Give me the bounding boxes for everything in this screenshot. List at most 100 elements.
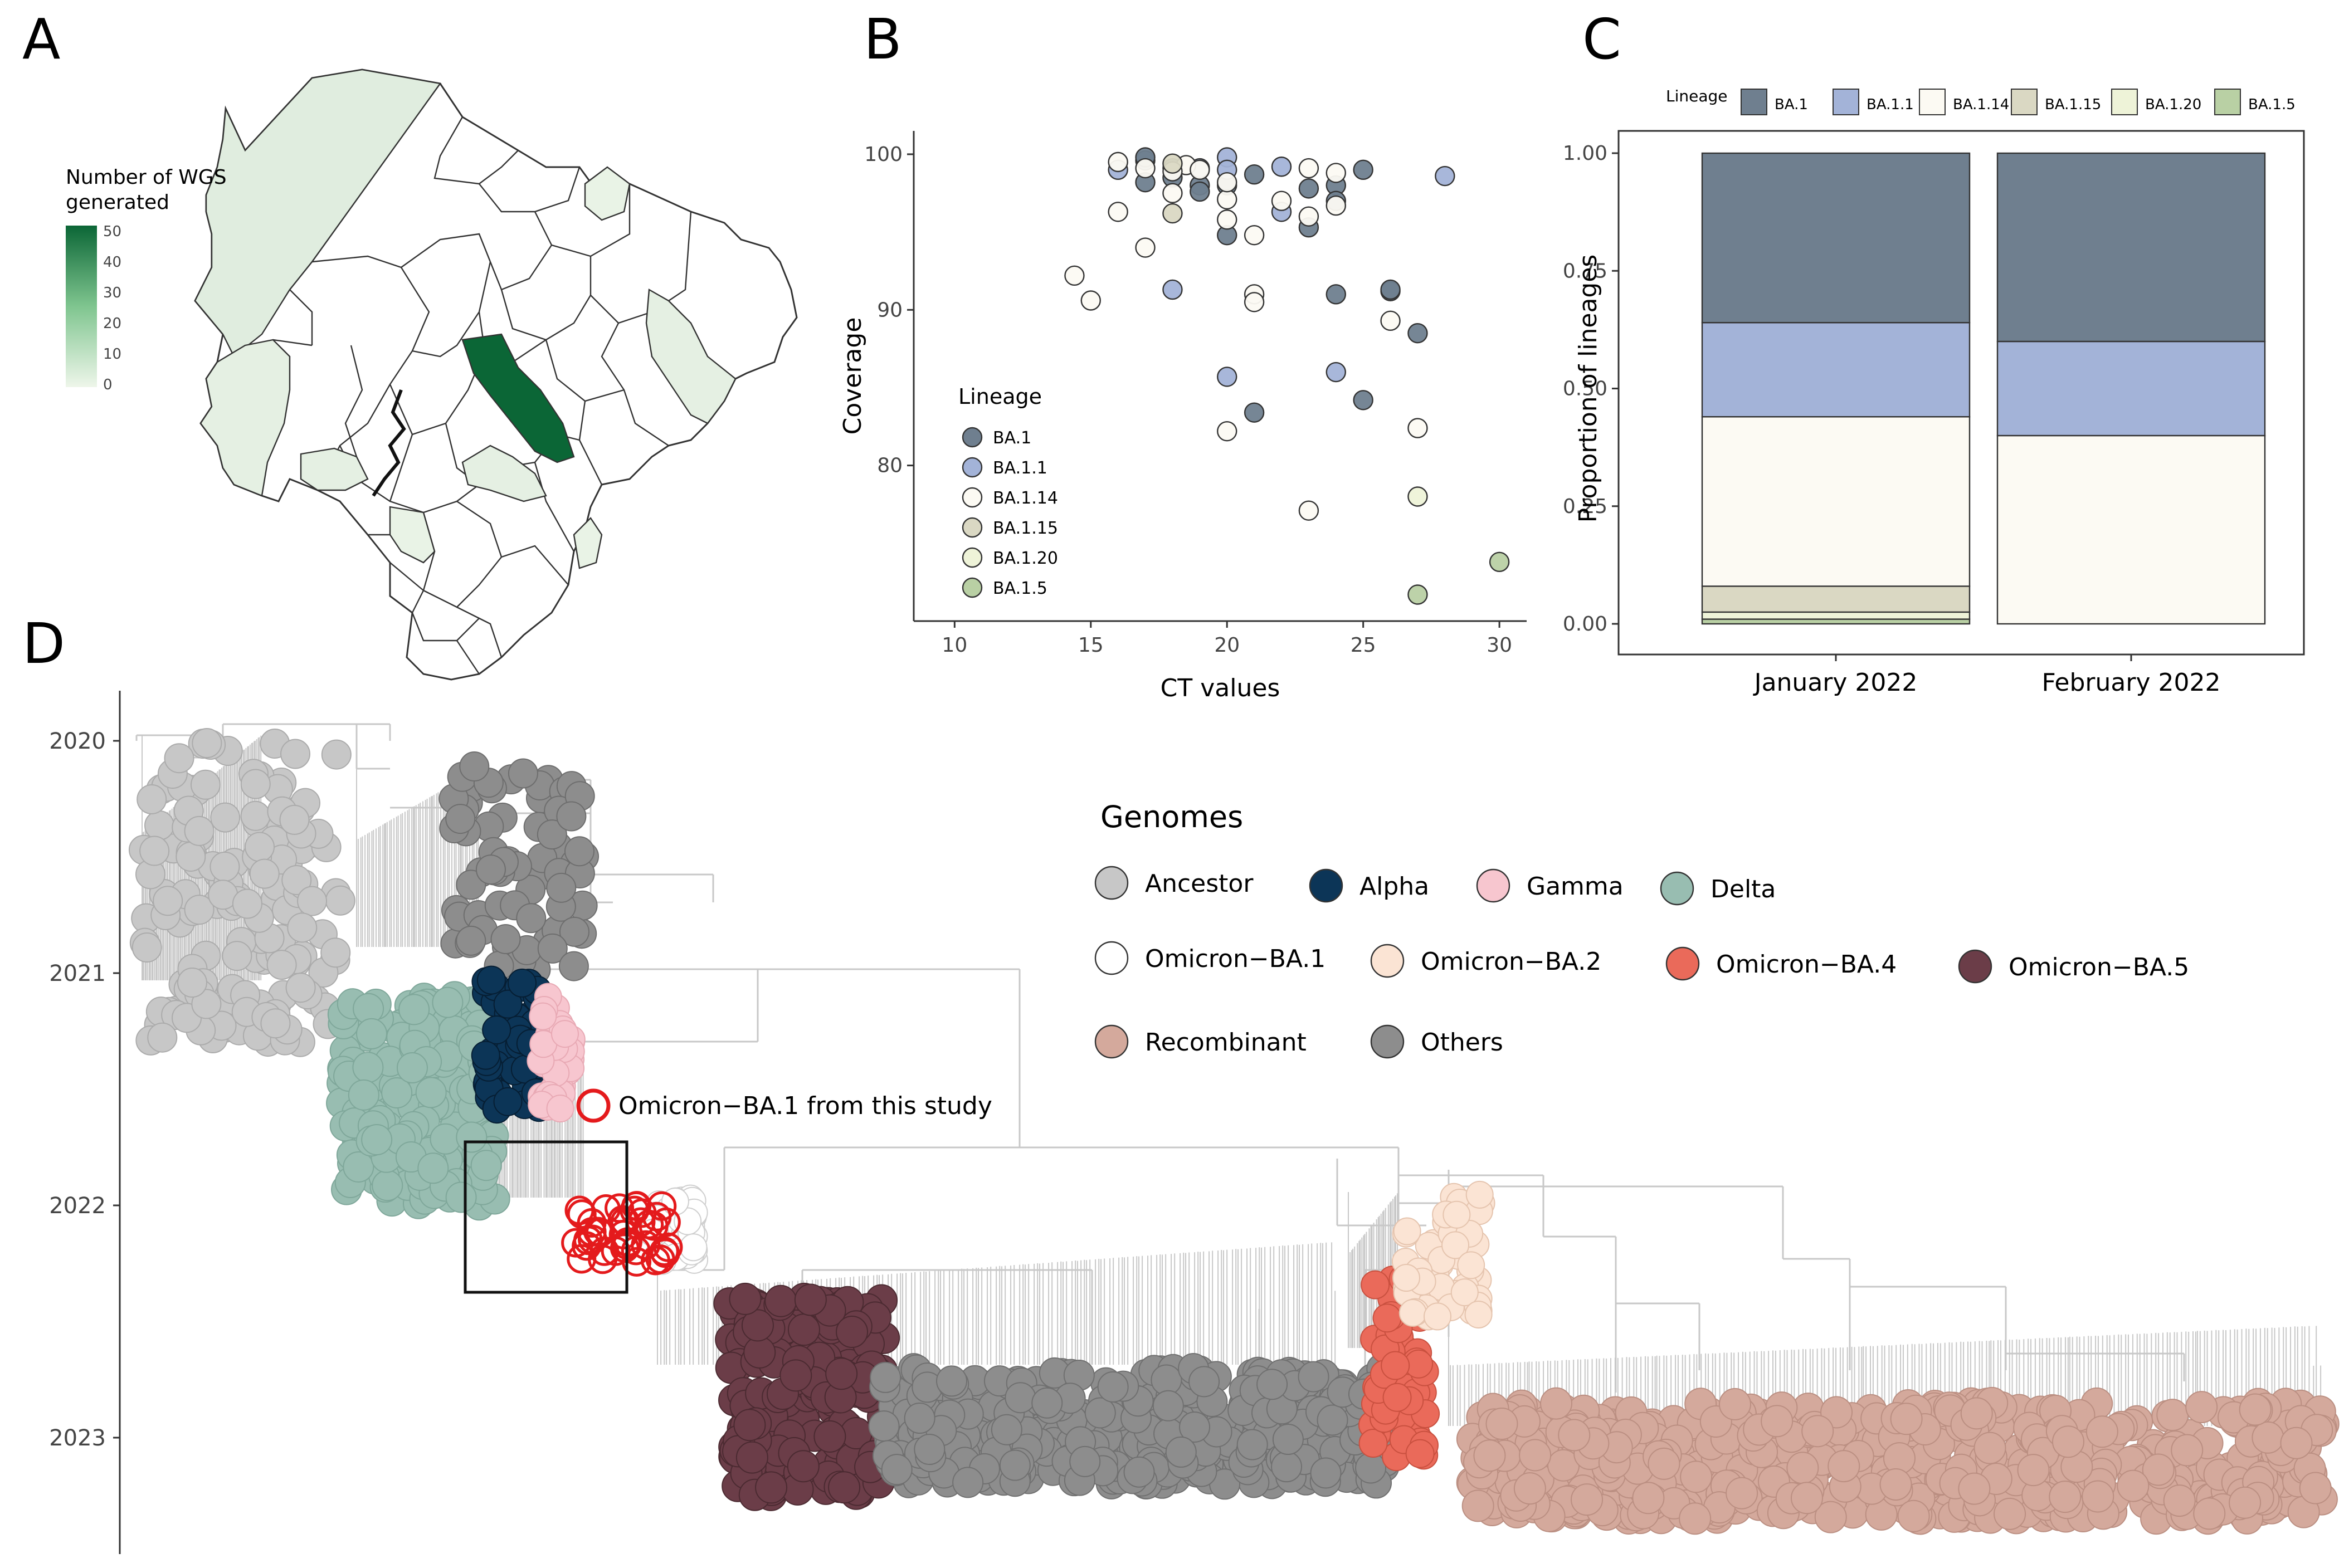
d-tip xyxy=(779,1359,812,1392)
d-tip xyxy=(605,1193,635,1223)
b-point xyxy=(1325,195,1346,216)
d-tip xyxy=(415,1077,447,1108)
b-point xyxy=(1435,165,1455,187)
d-tip xyxy=(1256,1369,1288,1400)
d-tip xyxy=(1680,1460,1713,1493)
c-bar-segment xyxy=(1996,152,2266,343)
b-point xyxy=(1162,203,1183,224)
d-tip xyxy=(1398,1298,1427,1327)
d-tip xyxy=(137,784,167,814)
c-legend-label: BA.1.1 xyxy=(1867,96,1914,113)
d-tip xyxy=(914,1434,946,1466)
d-tip xyxy=(787,1313,820,1346)
d-tip xyxy=(589,1236,620,1266)
d-tip xyxy=(2185,1391,2218,1424)
d-tip xyxy=(191,989,222,1019)
panel-label-a: A xyxy=(22,7,60,72)
c-bar-segment xyxy=(1701,322,1971,418)
d-tip xyxy=(2229,1486,2262,1519)
d-tip xyxy=(280,739,311,769)
c-y-tick-label: 0.25 xyxy=(1563,495,1607,518)
d-cluster-recombinant xyxy=(1456,1386,2340,1535)
d-legend-key xyxy=(1370,1024,1405,1059)
d-tip xyxy=(2082,1480,2114,1513)
c-bar-segment xyxy=(1701,152,1971,324)
c-bar-segment xyxy=(1701,416,1971,587)
d-tip xyxy=(1465,1180,1494,1209)
d-tip xyxy=(1814,1501,1847,1533)
d-tip xyxy=(733,1409,766,1442)
map-legend-ticks: 50 40 30 20 10 0 xyxy=(97,223,121,393)
d-tip xyxy=(164,743,194,774)
d-tip xyxy=(1679,1502,1712,1535)
municipality-north-east xyxy=(584,166,631,221)
b-point xyxy=(1298,500,1319,521)
d-tip xyxy=(578,1224,608,1254)
d-tip xyxy=(490,924,521,954)
d-tip xyxy=(1828,1450,1860,1483)
c-legend-title: Lineage xyxy=(1666,87,1728,105)
d-tip xyxy=(285,973,316,1003)
d-tip xyxy=(2142,1453,2175,1486)
d-tip xyxy=(177,968,207,998)
d-tip xyxy=(1801,1415,1834,1448)
d-legend-title: Genomes xyxy=(1100,799,1243,834)
d-study-box xyxy=(464,1140,628,1294)
d-tip xyxy=(209,851,240,882)
d-tip xyxy=(1152,1390,1184,1422)
b-y-tick-label: 100 xyxy=(864,143,903,166)
d-tip xyxy=(355,1018,387,1049)
d-tip xyxy=(1879,1468,1912,1501)
d-tip xyxy=(1165,1436,1197,1468)
d-tip xyxy=(991,1414,1022,1445)
d-tip xyxy=(493,989,523,1019)
d-tip xyxy=(2156,1399,2189,1432)
b-x-tick-label: 25 xyxy=(1351,634,1376,657)
d-tip xyxy=(870,1361,901,1393)
d-tip xyxy=(348,1079,379,1111)
d-tip xyxy=(1392,1264,1420,1292)
municipality-south-3 xyxy=(389,506,436,564)
panel-d-phylogeny: 2020 2021 2022 2023 Omicron−BA.1 from this s… xyxy=(49,691,2340,1554)
d-tip xyxy=(456,925,486,956)
d-tip xyxy=(1405,1439,1435,1468)
d-tip xyxy=(1382,1383,1412,1412)
d-tip xyxy=(825,1357,858,1390)
d-tip xyxy=(1188,1366,1220,1398)
d-tip xyxy=(556,801,587,832)
d-tip xyxy=(482,1015,511,1044)
d-tip xyxy=(868,1410,900,1442)
c-legend-key xyxy=(1741,89,1767,115)
d-tip xyxy=(352,1052,384,1083)
d-legend-key xyxy=(1660,871,1694,906)
d-tip xyxy=(1236,1429,1268,1460)
b-legend-key xyxy=(962,517,983,538)
d-tip xyxy=(287,912,318,943)
d-tip xyxy=(1958,1472,1991,1505)
b-point xyxy=(1135,158,1156,179)
d-tip xyxy=(729,1282,762,1315)
b-y-tick-label: 90 xyxy=(877,299,903,321)
d-tip xyxy=(321,739,352,770)
d-legend-key xyxy=(1665,946,1700,981)
d-tip xyxy=(1897,1499,1930,1532)
c-legend-key xyxy=(1833,89,1859,115)
d-tip xyxy=(281,864,312,895)
d-tip xyxy=(577,1208,607,1238)
d-legend-key xyxy=(1476,868,1510,903)
d-tip xyxy=(1084,1397,1116,1429)
d-legend-key xyxy=(1094,866,1129,900)
d-tip xyxy=(372,1170,403,1201)
d-tip xyxy=(881,1454,913,1486)
d-tip xyxy=(476,965,506,995)
d-tip xyxy=(266,950,297,980)
d-tip xyxy=(190,769,221,800)
d-tip xyxy=(320,937,351,968)
d-tip xyxy=(1519,1439,1552,1472)
b-point xyxy=(1298,206,1319,227)
d-tip xyxy=(475,854,506,885)
d-tip xyxy=(537,819,567,850)
d-time-tick-label: 2021 xyxy=(49,961,106,986)
d-legend-key xyxy=(1094,1024,1129,1059)
d-tip xyxy=(559,916,589,947)
